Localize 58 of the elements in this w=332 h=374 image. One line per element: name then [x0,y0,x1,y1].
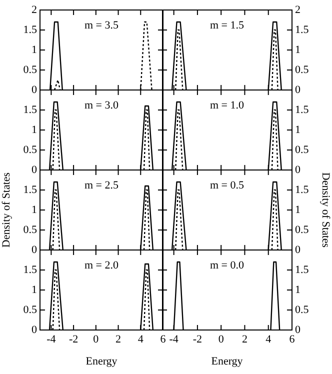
y-tick-label: 1 [32,204,37,216]
annotation: m = 1.0 [210,99,244,112]
y-tick-label: 1 [295,284,300,296]
y-tick-label: 0 [32,84,38,96]
x-tick-label: -4 [169,333,179,346]
y-tick-label: 1 [32,124,37,136]
y-tick-label: 1 [295,204,300,216]
y-tick-label: 2 [32,4,37,16]
y-tick-label: 1.5 [295,184,310,196]
annotation: m = 0.5 [210,179,244,192]
x-tick-label: 4 [266,333,272,346]
y-tick-label: 0.5 [23,64,38,76]
x-tick-label: 2 [116,333,122,346]
y-tick-label: 1 [295,44,300,56]
x-tick-label: 4 [138,333,144,346]
x-tick-label: 6 [160,333,166,346]
y-tick-label: 0 [295,164,301,176]
y-tick-label: 1.5 [23,184,38,196]
y-tick-label: 0.5 [23,144,38,156]
annotation: m = 1.5 [210,19,244,32]
y-tick-label: 0.5 [295,144,310,156]
y-tick-label: 1.5 [295,104,310,116]
y-tick-label: 1.5 [295,24,310,36]
annotation: m = 2.0 [84,259,119,272]
y-tick-label: 0.5 [295,64,310,76]
y-tick-label: 2 [295,4,300,16]
y-axis-title: Density of States [320,172,332,248]
x-axis-title: Energy [86,355,118,368]
y-tick-label: 0.5 [295,224,310,236]
x-tick-label: 2 [242,333,248,346]
y-tick-label: 1 [295,124,300,136]
x-tick-label: 6 [289,333,296,346]
y-tick-label: 0 [295,244,301,256]
y-tick-label: 1.5 [295,264,310,276]
y-tick-label: 0 [295,324,301,336]
x-axis-title: Energy [211,355,244,368]
x-tick-label: -2 [192,333,202,346]
y-tick-label: 0.5 [295,304,310,316]
y-tick-label: 0 [32,164,38,176]
y-tick-label: 1.5 [23,104,38,116]
annotation: m = 3.0 [84,99,119,112]
x-tick-label: -2 [68,333,78,346]
x-tick-label: -4 [46,333,56,346]
y-axis-title: Density of States [0,172,12,248]
y-tick-label: 1.5 [23,24,38,36]
y-tick-label: 0 [295,84,301,96]
y-tick-label: 0.5 [23,224,38,236]
x-tick-label: 0 [93,333,100,346]
annotation: m = 3.5 [84,19,119,32]
y-tick-label: 1 [32,44,37,56]
annotation: m = 0.0 [210,259,244,272]
y-tick-label: 0 [32,244,38,256]
y-tick-label: 1 [32,284,37,296]
x-tick-label: 0 [218,333,224,346]
y-tick-label: 1.5 [23,264,38,276]
y-tick-label: 0.5 [23,304,38,316]
y-tick-label: 0 [32,324,38,336]
annotation: m = 2.5 [84,179,119,192]
